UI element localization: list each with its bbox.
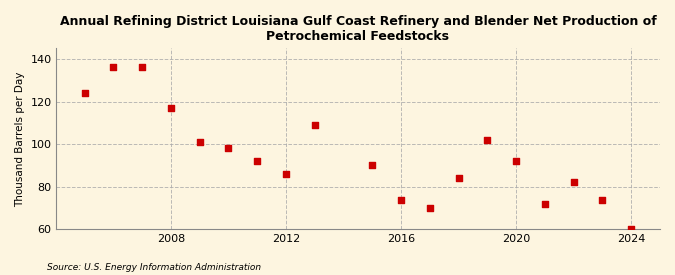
Point (568, 180, 579, 185)
Point (396, 197, 406, 202)
Point (626, 227, 637, 232)
Point (165, 106, 176, 110)
Y-axis label: Thousand Barrels per Day: Thousand Barrels per Day (15, 71, 25, 207)
Point (223, 146, 234, 151)
Point (482, 138, 493, 142)
Point (367, 163, 378, 168)
Point (194, 140, 205, 144)
Point (539, 202, 550, 206)
Point (453, 176, 464, 180)
Text: Source: U.S. Energy Information Administration: Source: U.S. Energy Information Administ… (47, 263, 261, 272)
Point (511, 159, 522, 163)
Point (79, 91, 90, 95)
Point (108, 65, 119, 70)
Point (137, 65, 148, 70)
Point (309, 123, 320, 127)
Point (252, 159, 263, 163)
Point (425, 206, 435, 210)
Point (281, 172, 292, 176)
Point (597, 197, 608, 202)
Title: Annual Refining District Louisiana Gulf Coast Refinery and Blender Net Productio: Annual Refining District Louisiana Gulf … (59, 15, 656, 43)
